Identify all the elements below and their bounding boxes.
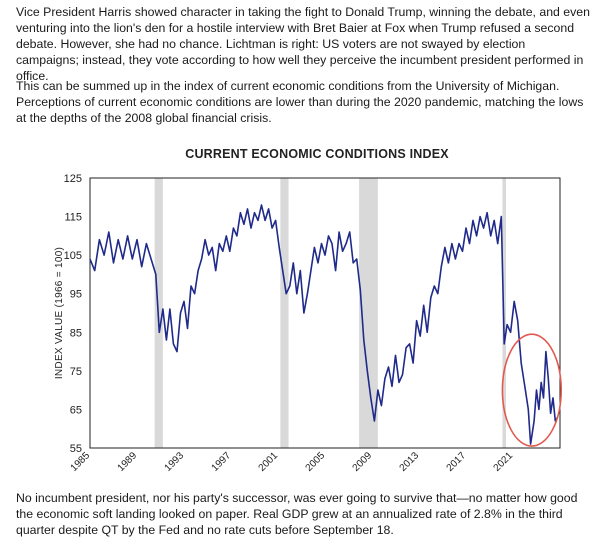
y-tick-label: 75 [70,366,82,378]
x-tick-label: 2013 [398,450,422,474]
y-tick-label: 115 [64,212,82,224]
x-tick-label: 2017 [445,450,469,474]
y-axis-ticks: 55 65 75 85 95 105 115 125 [64,173,82,455]
y-tick-label: 105 [64,250,82,262]
y-tick-label: 85 [70,327,82,339]
y-tick-label: 95 [70,289,82,301]
x-tick-label: 2009 [351,450,375,474]
x-tick-label: 2001 [257,450,281,474]
article-paragraph-3: No incumbent president, nor his party's … [16,491,578,537]
x-tick-label: 1993 [163,450,187,474]
x-tick-label: 1997 [210,450,234,474]
article-paragraph-1: Vice President Harris showed character i… [16,5,590,83]
x-tick-label: 2005 [304,450,328,474]
y-tick-label: 65 [70,404,82,416]
x-tick-label: 1989 [116,450,140,474]
recession-band [280,178,289,448]
y-tick-label: 125 [64,173,82,185]
economic-conditions-chart: CURRENT ECONOMIC CONDITIONS INDEX 55 65 75… [54,147,562,474]
recession-band [359,178,378,448]
x-tick-label: 2021 [492,450,516,474]
chart-title: CURRENT ECONOMIC CONDITIONS INDEX [185,147,449,161]
recession-bands [154,178,506,448]
y-axis-label: INDEX VALUE (1966 = 100) [54,247,65,379]
plot-frame [89,177,561,449]
y-tick-label: 55 [70,443,82,455]
series-line [89,204,559,445]
x-axis-ticks: 1985 1989 1993 1997 2001 2005 2009 2013 2017 2021 [69,450,516,474]
highlight-circle [501,333,562,447]
article-paragraph-2: This can be summed up in the index of cu… [16,79,584,125]
